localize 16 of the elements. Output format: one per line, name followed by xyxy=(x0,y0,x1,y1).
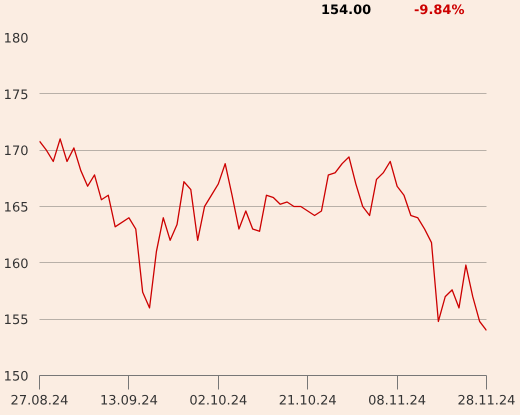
text: -9.84% xyxy=(414,2,464,20)
y-tick-label: 165 xyxy=(4,200,29,216)
y-tick-label: 170 xyxy=(4,144,29,160)
x-tick-label: 02.10.24 xyxy=(189,394,248,408)
y-tick-label: 175 xyxy=(4,88,29,103)
x-tick-label: 13.09.24 xyxy=(100,394,158,408)
text: 154.00 xyxy=(321,2,372,20)
x-tick-label: 08.11.24 xyxy=(368,394,426,408)
line-series xyxy=(40,138,486,332)
y-tick-label: 180 xyxy=(4,32,29,46)
y-tick-label: 150 xyxy=(4,370,29,384)
x-tick-label: 27.08.24 xyxy=(10,394,68,408)
x-tick-label: 28.11.24 xyxy=(458,394,516,408)
y-tick-label: 155 xyxy=(4,313,29,328)
x-tick-label: 21.10.24 xyxy=(278,394,337,408)
y-tick-label: 160 xyxy=(4,256,29,272)
